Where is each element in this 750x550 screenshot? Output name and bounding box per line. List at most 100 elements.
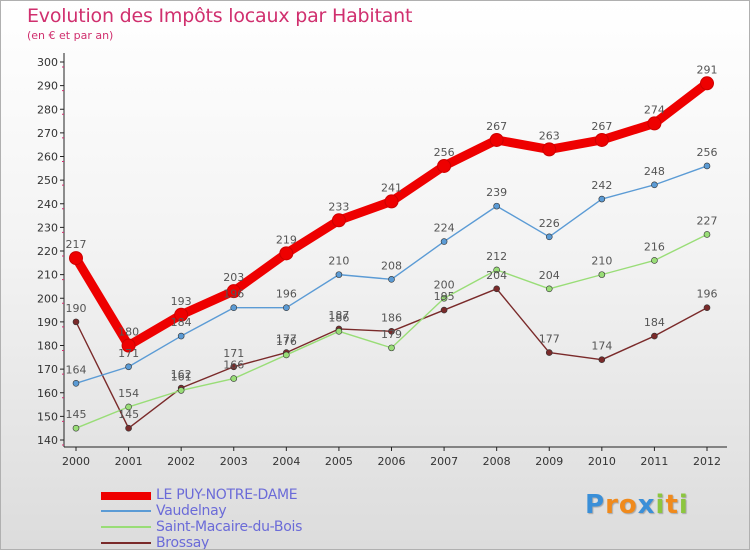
data-label: 171 [118, 347, 139, 360]
data-label: 274 [644, 103, 665, 116]
data-point [489, 132, 504, 147]
data-point [700, 76, 714, 91]
logo-letter: x [637, 490, 656, 520]
data-label: 267 [591, 120, 612, 133]
data-point [493, 202, 500, 210]
data-label: 145 [66, 408, 87, 421]
series-line [75, 288, 708, 429]
data-label: 162 [171, 368, 192, 381]
y-tick-label: 250 [37, 174, 58, 187]
x-tick-label: 2012 [693, 455, 721, 468]
data-label: 239 [486, 186, 507, 199]
x-tick-label: 2004 [272, 455, 300, 468]
data-point [651, 181, 658, 189]
chart-title: Evolution des Impôts locaux par Habitant [27, 5, 413, 27]
legend-swatch [101, 526, 151, 528]
data-point [703, 231, 711, 238]
legend-label: Vaudelnay [156, 503, 227, 519]
y-tick-label: 190 [37, 316, 58, 329]
x-tick-label: 2003 [220, 455, 248, 468]
data-point [69, 251, 83, 266]
logo-letter: P [585, 490, 606, 520]
data-point [440, 238, 448, 245]
logo-letter: i [678, 490, 689, 520]
data-point [226, 284, 241, 299]
data-point [440, 294, 448, 302]
data-label: 224 [434, 222, 455, 235]
data-point [331, 213, 346, 228]
data-point [230, 363, 238, 371]
data-label: 217 [66, 238, 87, 251]
data-point [283, 304, 290, 312]
data-label: 248 [644, 165, 665, 178]
data-label: 200 [434, 278, 455, 291]
legend-swatch [101, 510, 151, 512]
data-label: 256 [697, 146, 718, 159]
y-tick-label: 170 [37, 363, 58, 376]
data-point [230, 375, 238, 382]
data-label: 267 [486, 120, 507, 133]
data-label: 196 [697, 288, 718, 301]
data-point [125, 424, 132, 432]
data-point [703, 162, 711, 170]
legend-swatch [101, 542, 151, 544]
y-tick-label: 160 [37, 387, 58, 400]
y-tick-label: 180 [37, 340, 58, 353]
x-tick-label: 2006 [378, 455, 406, 468]
data-point [651, 257, 658, 264]
data-label: 184 [171, 316, 192, 329]
y-tick-label: 220 [37, 245, 58, 258]
legend-label: Saint-Macaire-du-Bois [156, 519, 303, 535]
data-point [598, 356, 606, 363]
logo-letter: r [605, 490, 619, 520]
data-point [440, 306, 448, 314]
data-point [125, 403, 132, 411]
data-label: 187 [328, 309, 349, 322]
data-label: 196 [223, 288, 244, 301]
data-point [388, 328, 395, 335]
proxiti-logo: Proxiti [585, 490, 689, 520]
x-tick-label: 2005 [325, 455, 353, 468]
data-label: 186 [328, 311, 349, 324]
logo-letter: t [665, 490, 679, 520]
data-label: 291 [697, 63, 718, 76]
data-labels: 217 180 193 203 219 233 241 256 267 263 267 274 291 1… [66, 63, 718, 421]
y-tick-label: 290 [37, 80, 58, 93]
y-tick-label: 280 [37, 103, 58, 116]
y-tick-label: 200 [37, 292, 58, 305]
x-tick-label: 2011 [640, 455, 668, 468]
data-label: 176 [276, 335, 297, 348]
y-tick-label: 150 [37, 410, 58, 423]
data-label: 210 [591, 255, 612, 268]
legend-swatch [101, 492, 151, 500]
y-tick-label: 230 [37, 221, 58, 234]
data-point [594, 132, 609, 147]
data-point [437, 158, 452, 173]
data-label: 226 [539, 217, 560, 230]
series-layer [69, 76, 714, 432]
data-point [230, 304, 238, 312]
data-label: 208 [381, 259, 402, 272]
axes: 140 150 160 170 180 190 200 210 220 230 240 250 260 2… [37, 53, 727, 468]
y-tick-label: 210 [37, 269, 58, 282]
x-tick-label: 2007 [430, 455, 458, 468]
data-point [542, 142, 557, 157]
data-label: 233 [328, 200, 349, 213]
x-tick-label: 2010 [588, 455, 616, 468]
x-tick-label: 2001 [115, 455, 143, 468]
chart-subtitle: (en € et par an) [27, 29, 114, 42]
data-point [72, 379, 80, 387]
data-point [72, 318, 80, 326]
data-point [493, 266, 500, 274]
data-label: 161 [171, 370, 192, 383]
logo-letter: i [655, 490, 666, 520]
data-point [125, 363, 132, 371]
data-label: 166 [223, 359, 244, 372]
data-label: 186 [381, 311, 402, 324]
data-point [177, 387, 185, 394]
data-label: 154 [118, 387, 139, 400]
data-label: 241 [381, 181, 402, 194]
data-label: 242 [591, 179, 612, 192]
